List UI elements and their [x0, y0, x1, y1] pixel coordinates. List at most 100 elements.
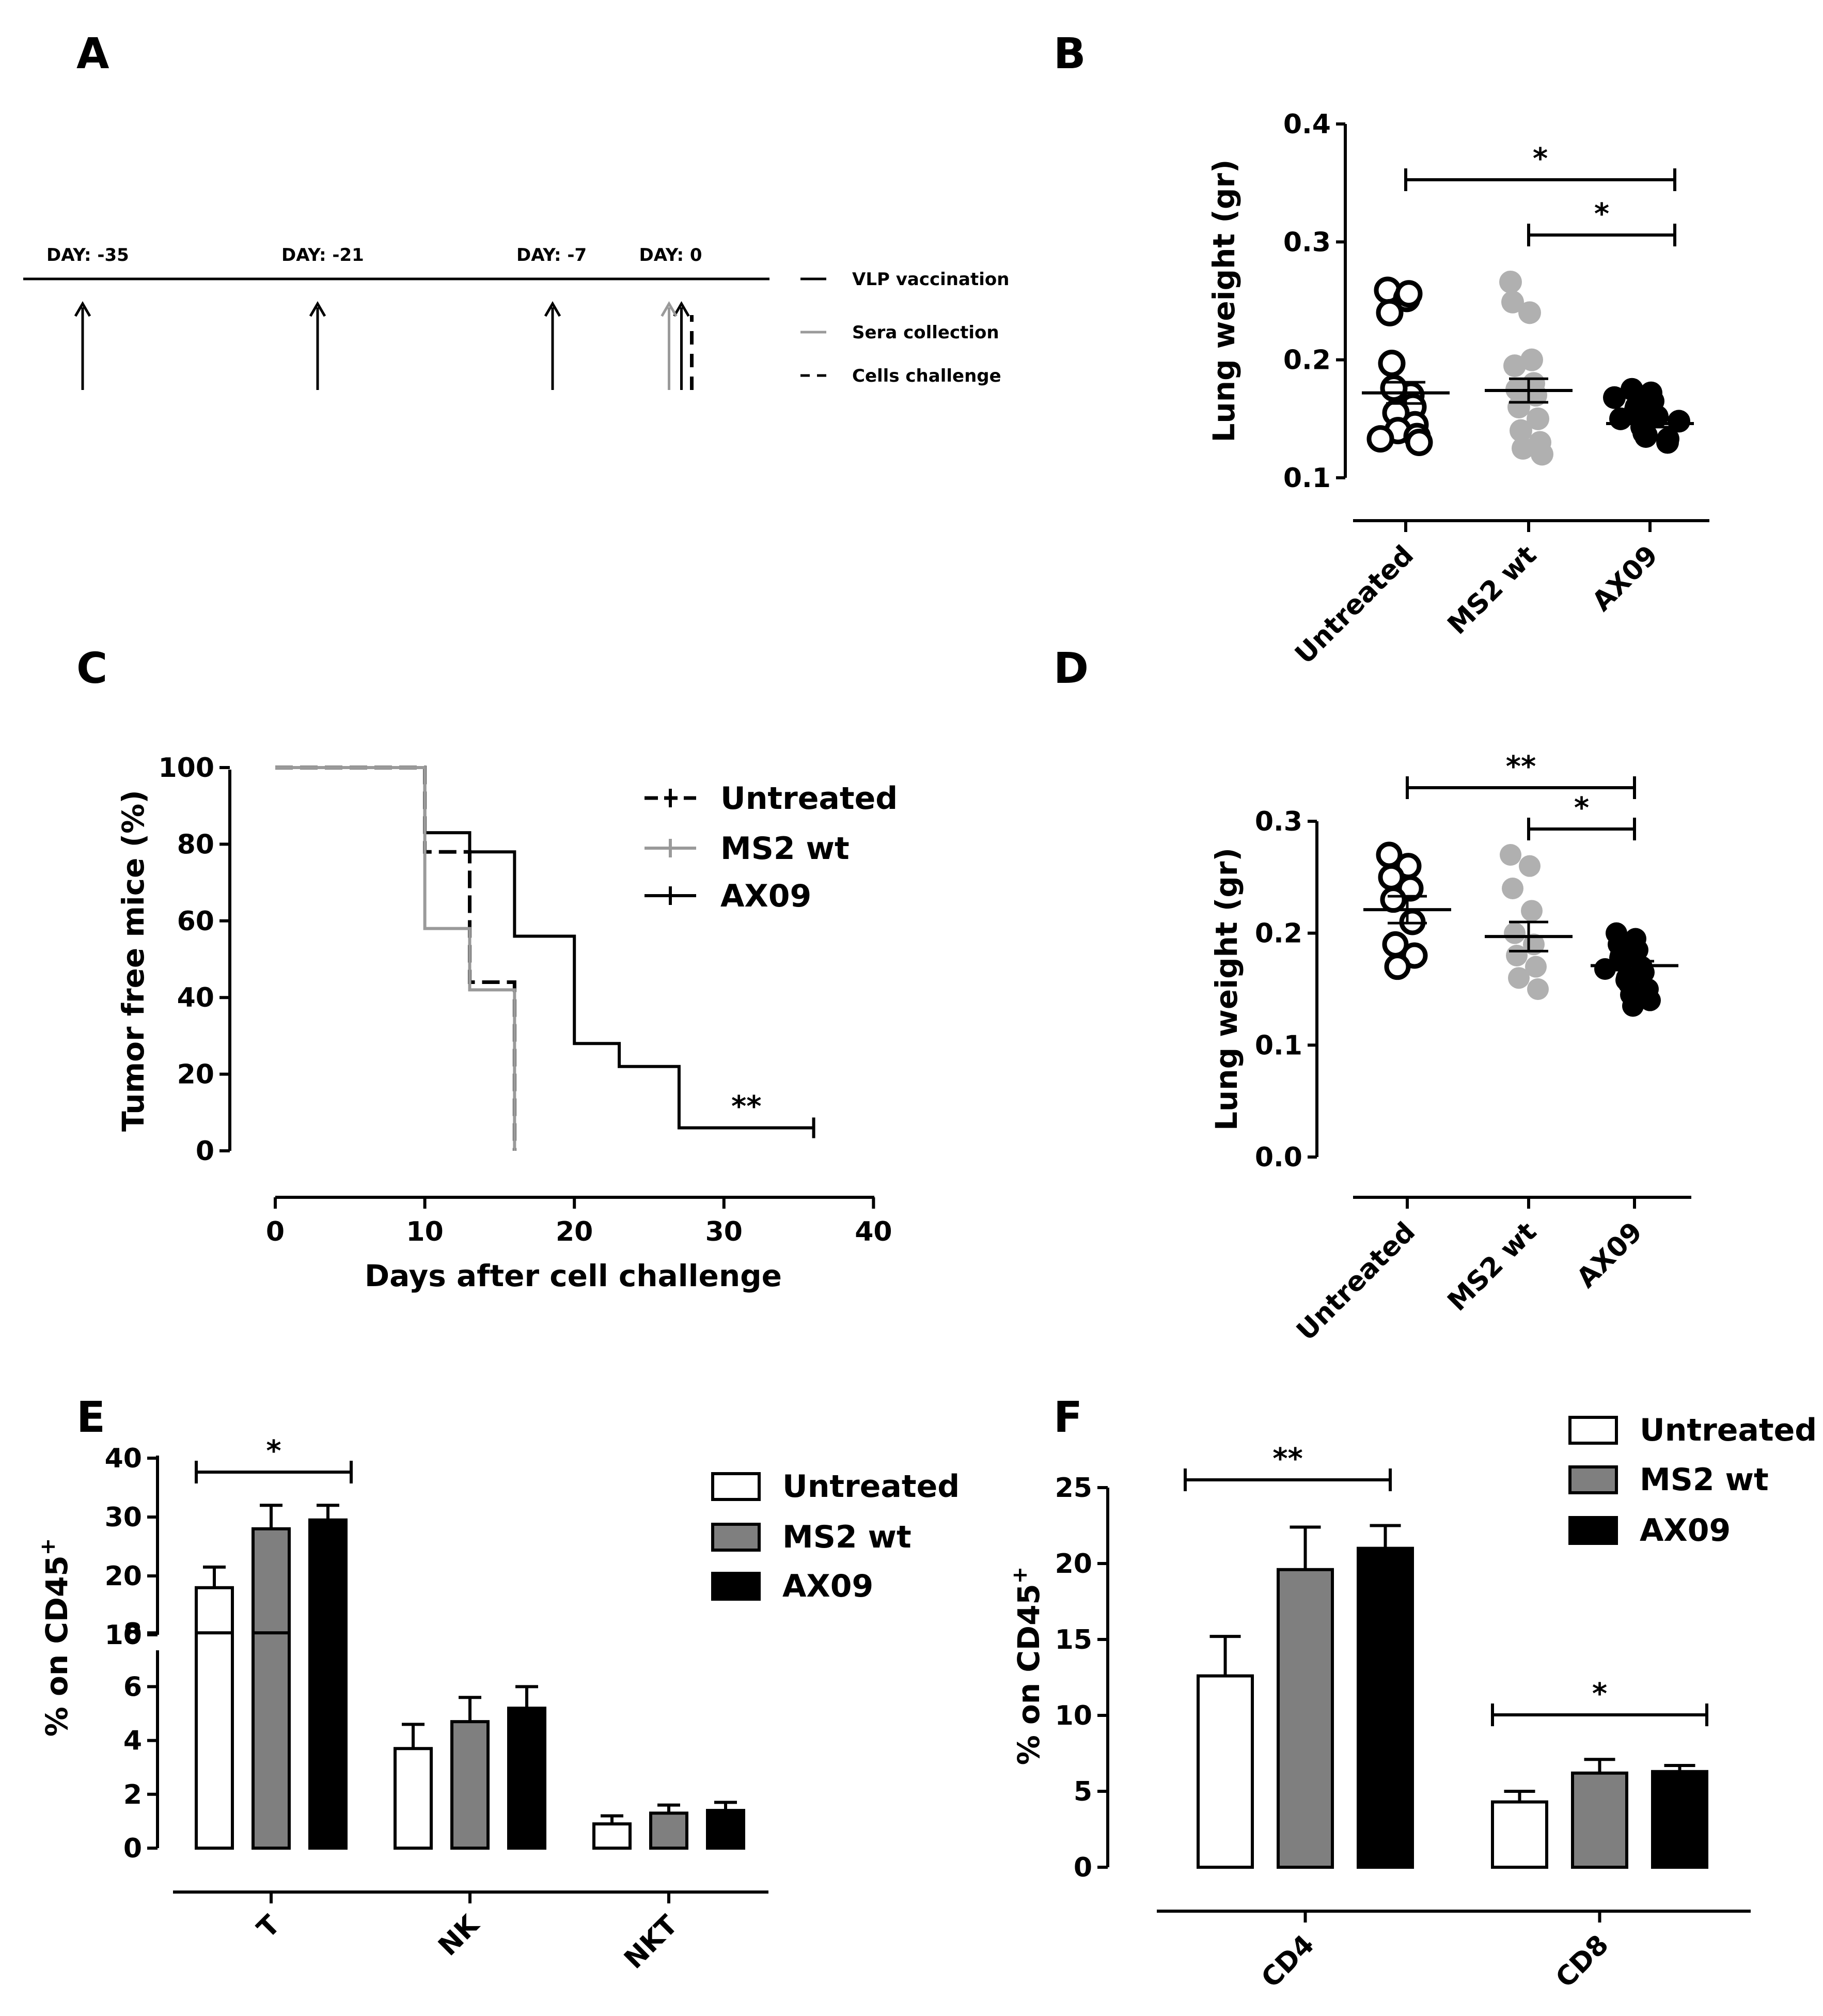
legend-swatch: [1568, 1516, 1618, 1545]
significance-star: *: [1574, 791, 1589, 825]
y-tick-label: 30: [105, 1502, 142, 1533]
y-tick-label: 60: [177, 906, 214, 937]
legend-label: AX09: [782, 1568, 873, 1604]
y-tick-label: 0: [123, 1833, 142, 1864]
x-tick-label: 20: [556, 1216, 593, 1247]
bar: [394, 1747, 433, 1850]
legend-swatch: [1568, 1465, 1618, 1494]
x-axis-title: Days after cell challenge: [365, 1258, 782, 1293]
x-tick-label: Untreated: [1291, 1216, 1421, 1347]
bar-lower-segment: [195, 1631, 234, 1850]
legend-label: MS2 wt: [782, 1519, 912, 1555]
bar: [592, 1822, 632, 1850]
vaccination-arrowhead: [309, 301, 326, 317]
x-tick-label: CD8: [1550, 1929, 1615, 1994]
legend-label: Untreated: [720, 780, 898, 817]
panel-d-scatter: 0.0 0.1 0.2 0.3 Lung weight (gr) Untreated MS2…: [1209, 750, 1691, 1347]
data-point: [1525, 956, 1547, 978]
x-tick-label: MS2 wt: [1442, 540, 1543, 640]
legend-swatch: [711, 1472, 761, 1501]
panel-label-b: B: [1054, 29, 1086, 79]
legend-label: MS2 wt: [720, 831, 850, 867]
y-tick-label: 20: [105, 1561, 142, 1592]
bar: [706, 1809, 745, 1850]
y-tick-label: 6: [123, 1671, 142, 1702]
data-point: [1506, 945, 1528, 966]
data-point: [1378, 350, 1406, 378]
day-label: DAY: -7: [516, 245, 587, 265]
x-tick-label: NK: [432, 1909, 485, 1962]
y-axis-title: Lung weight (gr): [1206, 160, 1241, 443]
data-point: [1507, 396, 1530, 418]
y-tick-label: 4: [123, 1726, 142, 1757]
y-axis-title: Lung weight (gr): [1209, 848, 1244, 1131]
y-tick-label: 0.1: [1255, 1030, 1302, 1061]
y-axis-title: % on CD45+: [1008, 1567, 1046, 1765]
data-point: [1499, 270, 1522, 293]
data-point: [1518, 301, 1541, 324]
y-tick-label: 0.2: [1255, 918, 1302, 949]
x-tick-label: NKT: [618, 1909, 684, 1975]
data-point: [1500, 844, 1521, 866]
significance-star: *: [266, 1434, 281, 1468]
bar: [1571, 1771, 1628, 1869]
panel-b-scatter: 0.1 0.2 0.3 0.4 Lung weight (gr) Untreated MS2…: [1206, 109, 1709, 670]
panel-a-timeline: DAY: -35 DAY: -21 DAY: -7 DAY: 0 VLP vaccina…: [23, 245, 1009, 390]
y-tick-label: 20: [1055, 1549, 1092, 1580]
data-point: [1521, 900, 1543, 922]
y-tick-label: 0.0: [1255, 1142, 1302, 1173]
data-point: [1508, 967, 1530, 989]
x-tick-label: MS2 wt: [1442, 1216, 1543, 1317]
y-axis-title: % on CD45+: [36, 1538, 74, 1737]
bar: [1277, 1568, 1334, 1869]
data-point: [1621, 378, 1643, 401]
legend-label: AX09: [720, 878, 811, 914]
y-tick-label: 0.3: [1283, 227, 1331, 258]
bar-upper-segment: [308, 1518, 348, 1636]
x-tick-label: AX09: [1586, 540, 1664, 617]
bar-upper-segment: [195, 1586, 234, 1637]
data-point: [1594, 958, 1616, 980]
significance-star: **: [1506, 750, 1536, 784]
day-label: DAY: 0: [639, 245, 702, 265]
legend-swatch: [1568, 1416, 1618, 1445]
y-tick-label: 0.1: [1283, 463, 1331, 494]
data-point: [1510, 419, 1532, 442]
data-point: [1520, 348, 1543, 371]
vaccination-arrowhead: [74, 301, 91, 317]
panel-label-d: D: [1054, 644, 1089, 693]
y-axis-title-superscript: +: [36, 1538, 60, 1556]
data-point: [1668, 410, 1690, 433]
legend-label: Untreated: [1640, 1412, 1817, 1448]
legend-label: Untreated: [782, 1468, 960, 1505]
timeline-legend-label: VLP vaccination: [852, 269, 1009, 290]
y-tick-label: 8: [123, 1618, 142, 1649]
significance-star: **: [731, 1090, 762, 1123]
panel-label-e: E: [76, 1393, 105, 1442]
legend-label: MS2 wt: [1640, 1462, 1769, 1498]
legend-label: AX09: [1640, 1512, 1731, 1549]
y-tick-label: 15: [1055, 1624, 1092, 1655]
data-point: [1366, 425, 1394, 453]
day-label: DAY: -35: [46, 245, 129, 265]
y-tick-label: 0.4: [1283, 109, 1331, 140]
bar: [649, 1811, 688, 1850]
data-point: [1527, 407, 1549, 430]
y-tick-label: 10: [105, 1620, 142, 1651]
y-tick-label: 5: [1074, 1776, 1092, 1807]
data-point: [1405, 429, 1433, 456]
vaccination-arrowhead: [544, 301, 561, 317]
x-tick-label: 40: [855, 1216, 892, 1247]
y-tick-label: 0.2: [1283, 345, 1331, 376]
survival-line: [275, 766, 516, 1151]
bar: [507, 1707, 546, 1850]
data-point: [1384, 954, 1411, 980]
data-point: [1502, 878, 1523, 899]
x-tick-label: Untreated: [1289, 540, 1420, 670]
bar: [450, 1720, 490, 1850]
vaccination-arrowhead: [673, 301, 690, 317]
legend-swatch: [711, 1523, 761, 1552]
x-tick-label: T: [252, 1909, 287, 1944]
